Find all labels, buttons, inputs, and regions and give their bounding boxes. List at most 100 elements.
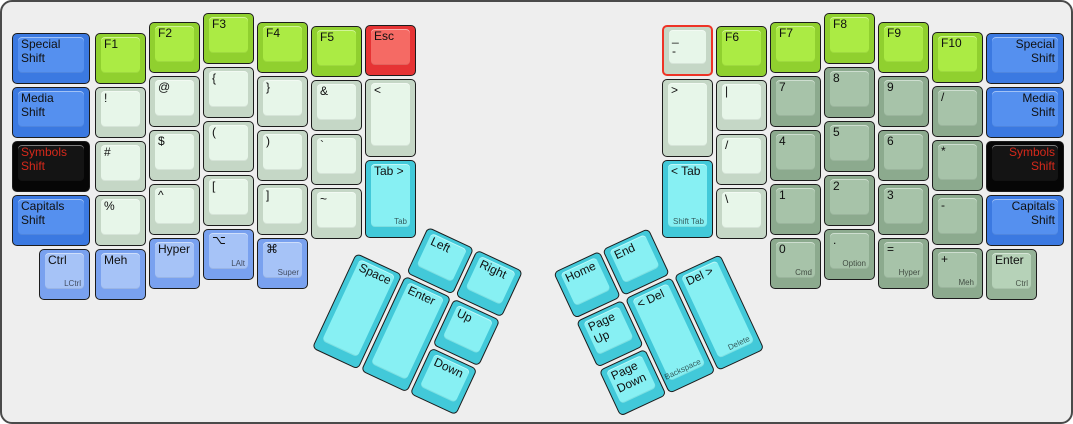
key-esc[interactable]: Esc <box>365 25 416 76</box>
keycap-top: ^ <box>155 188 194 224</box>
key-label: F6 <box>725 30 740 44</box>
key-tab-back[interactable]: < Tab Shift Tab <box>662 160 713 238</box>
key-num-9[interactable]: 9 <box>878 76 929 127</box>
key-backslash[interactable]: \ <box>716 188 767 239</box>
key-tab-forward[interactable]: Tab > Tab <box>365 160 416 238</box>
key-ampersand[interactable]: & <box>311 80 362 131</box>
keycap-top: Media Shift <box>18 91 84 127</box>
key-label: Del > <box>683 263 716 289</box>
keycap-top: _ - <box>669 30 706 64</box>
key-underscore-hyphen[interactable]: _ - <box>662 25 713 76</box>
key-label: Page Up <box>585 309 618 347</box>
keycap-top: End <box>609 234 660 284</box>
key-f7[interactable]: F7 <box>770 22 821 73</box>
key-front-label: Ctrl <box>1015 279 1028 288</box>
key-less-than[interactable]: < <box>365 79 416 157</box>
key-label: _ - <box>672 30 679 58</box>
key-label: ^ <box>158 188 164 202</box>
key-open-paren[interactable]: ( <box>203 121 254 172</box>
key-num-minus[interactable]: - <box>932 194 983 245</box>
key-backtick[interactable]: ` <box>311 134 362 185</box>
key-num-equals[interactable]: = Hyper <box>878 238 929 289</box>
key-pipe[interactable]: | <box>716 80 767 131</box>
key-slash[interactable]: / <box>716 134 767 185</box>
keycap-top: + Meh <box>938 252 977 288</box>
key-capitals-shift-left[interactable]: Capitals Shift <box>12 195 90 246</box>
key-num-plus[interactable]: + Meh <box>932 248 983 299</box>
key-ctrl-left[interactable]: Ctrl LCtrl <box>39 249 90 300</box>
key-media-shift-right[interactable]: Media Shift <box>986 87 1064 138</box>
key-dollar[interactable]: $ <box>149 130 200 181</box>
keycap-top: F2 <box>155 26 194 62</box>
key-label: - <box>941 198 945 212</box>
key-super[interactable]: ⌘ Super <box>257 238 308 289</box>
key-close-brace[interactable]: } <box>257 76 308 127</box>
key-capitals-shift-right[interactable]: Capitals Shift <box>986 195 1064 246</box>
key-special-shift-left[interactable]: Special Shift <box>12 33 90 84</box>
key-num-divide[interactable]: / <box>932 86 983 137</box>
key-label: < Tab <box>671 164 701 178</box>
key-num-period[interactable]: . Option <box>824 229 875 280</box>
key-f1[interactable]: F1 <box>95 33 146 84</box>
keycap-top: @ <box>155 80 194 116</box>
key-num-8[interactable]: 8 <box>824 67 875 118</box>
key-symbols-shift-right[interactable]: Symbols Shift <box>986 141 1064 192</box>
key-f4[interactable]: F4 <box>257 22 308 73</box>
key-f10[interactable]: F10 <box>932 32 983 83</box>
key-num-4[interactable]: 4 <box>770 130 821 181</box>
key-f3[interactable]: F3 <box>203 13 254 64</box>
key-meh-left[interactable]: Meh <box>95 249 146 300</box>
key-special-shift-right[interactable]: Special Shift <box>986 33 1064 84</box>
key-num-3[interactable]: 3 <box>878 184 929 235</box>
key-media-shift-left[interactable]: Media Shift <box>12 87 90 138</box>
key-hyper-left[interactable]: Hyper <box>149 238 200 289</box>
key-symbols-shift-left[interactable]: Symbols Shift <box>12 141 90 192</box>
key-label: Enter <box>405 283 438 309</box>
key-at[interactable]: @ <box>149 76 200 127</box>
key-open-bracket[interactable]: [ <box>203 175 254 226</box>
key-exclamation[interactable]: ! <box>95 87 146 138</box>
key-percent[interactable]: % <box>95 195 146 246</box>
key-num-7[interactable]: 7 <box>770 76 821 127</box>
key-label: ] <box>266 188 270 202</box>
key-num-2[interactable]: 2 <box>824 175 875 226</box>
key-num-1[interactable]: 1 <box>770 184 821 235</box>
key-label: # <box>104 145 111 159</box>
keycap-top: % <box>101 199 140 235</box>
keycap-top: Home <box>560 257 611 307</box>
key-label: Capitals Shift <box>21 199 65 227</box>
keycap-top: Symbols Shift <box>992 145 1058 181</box>
key-f5[interactable]: F5 <box>311 26 362 77</box>
key-hash[interactable]: # <box>95 141 146 192</box>
keycap-top: F1 <box>101 37 140 73</box>
key-close-bracket[interactable]: ] <box>257 184 308 235</box>
key-open-brace[interactable]: { <box>203 67 254 118</box>
key-tilde[interactable]: ~ <box>311 188 362 239</box>
key-caret[interactable]: ^ <box>149 184 200 235</box>
key-label: Tab > <box>374 164 404 178</box>
key-label: F8 <box>833 17 848 31</box>
key-label: Page Down <box>608 358 649 396</box>
key-f8[interactable]: F8 <box>824 13 875 64</box>
key-enter-right[interactable]: Enter Ctrl <box>986 249 1037 300</box>
key-close-paren[interactable]: ) <box>257 130 308 181</box>
key-label: 2 <box>833 179 840 193</box>
keycap-top: - <box>938 198 977 234</box>
key-num-5[interactable]: 5 <box>824 121 875 172</box>
keycap-top: Capitals Shift <box>18 199 84 235</box>
key-label: 0 <box>779 242 786 256</box>
key-f9[interactable]: F9 <box>878 22 929 73</box>
key-label: 3 <box>887 188 894 202</box>
key-label: \ <box>725 192 729 206</box>
key-label: ⌥ <box>212 233 226 247</box>
key-f2[interactable]: F2 <box>149 22 200 73</box>
key-lalt[interactable]: ⌥ LAlt <box>203 229 254 280</box>
key-num-multiply[interactable]: * <box>932 140 983 191</box>
key-f6[interactable]: F6 <box>716 26 767 77</box>
key-num-6[interactable]: 6 <box>878 130 929 181</box>
keycap-top: # <box>101 145 140 181</box>
key-num-0[interactable]: 0 Cmd <box>770 238 821 289</box>
key-greater-than[interactable]: > <box>662 79 713 157</box>
key-label: 1 <box>779 188 786 202</box>
keycap-top: ⌘ Super <box>263 242 302 278</box>
